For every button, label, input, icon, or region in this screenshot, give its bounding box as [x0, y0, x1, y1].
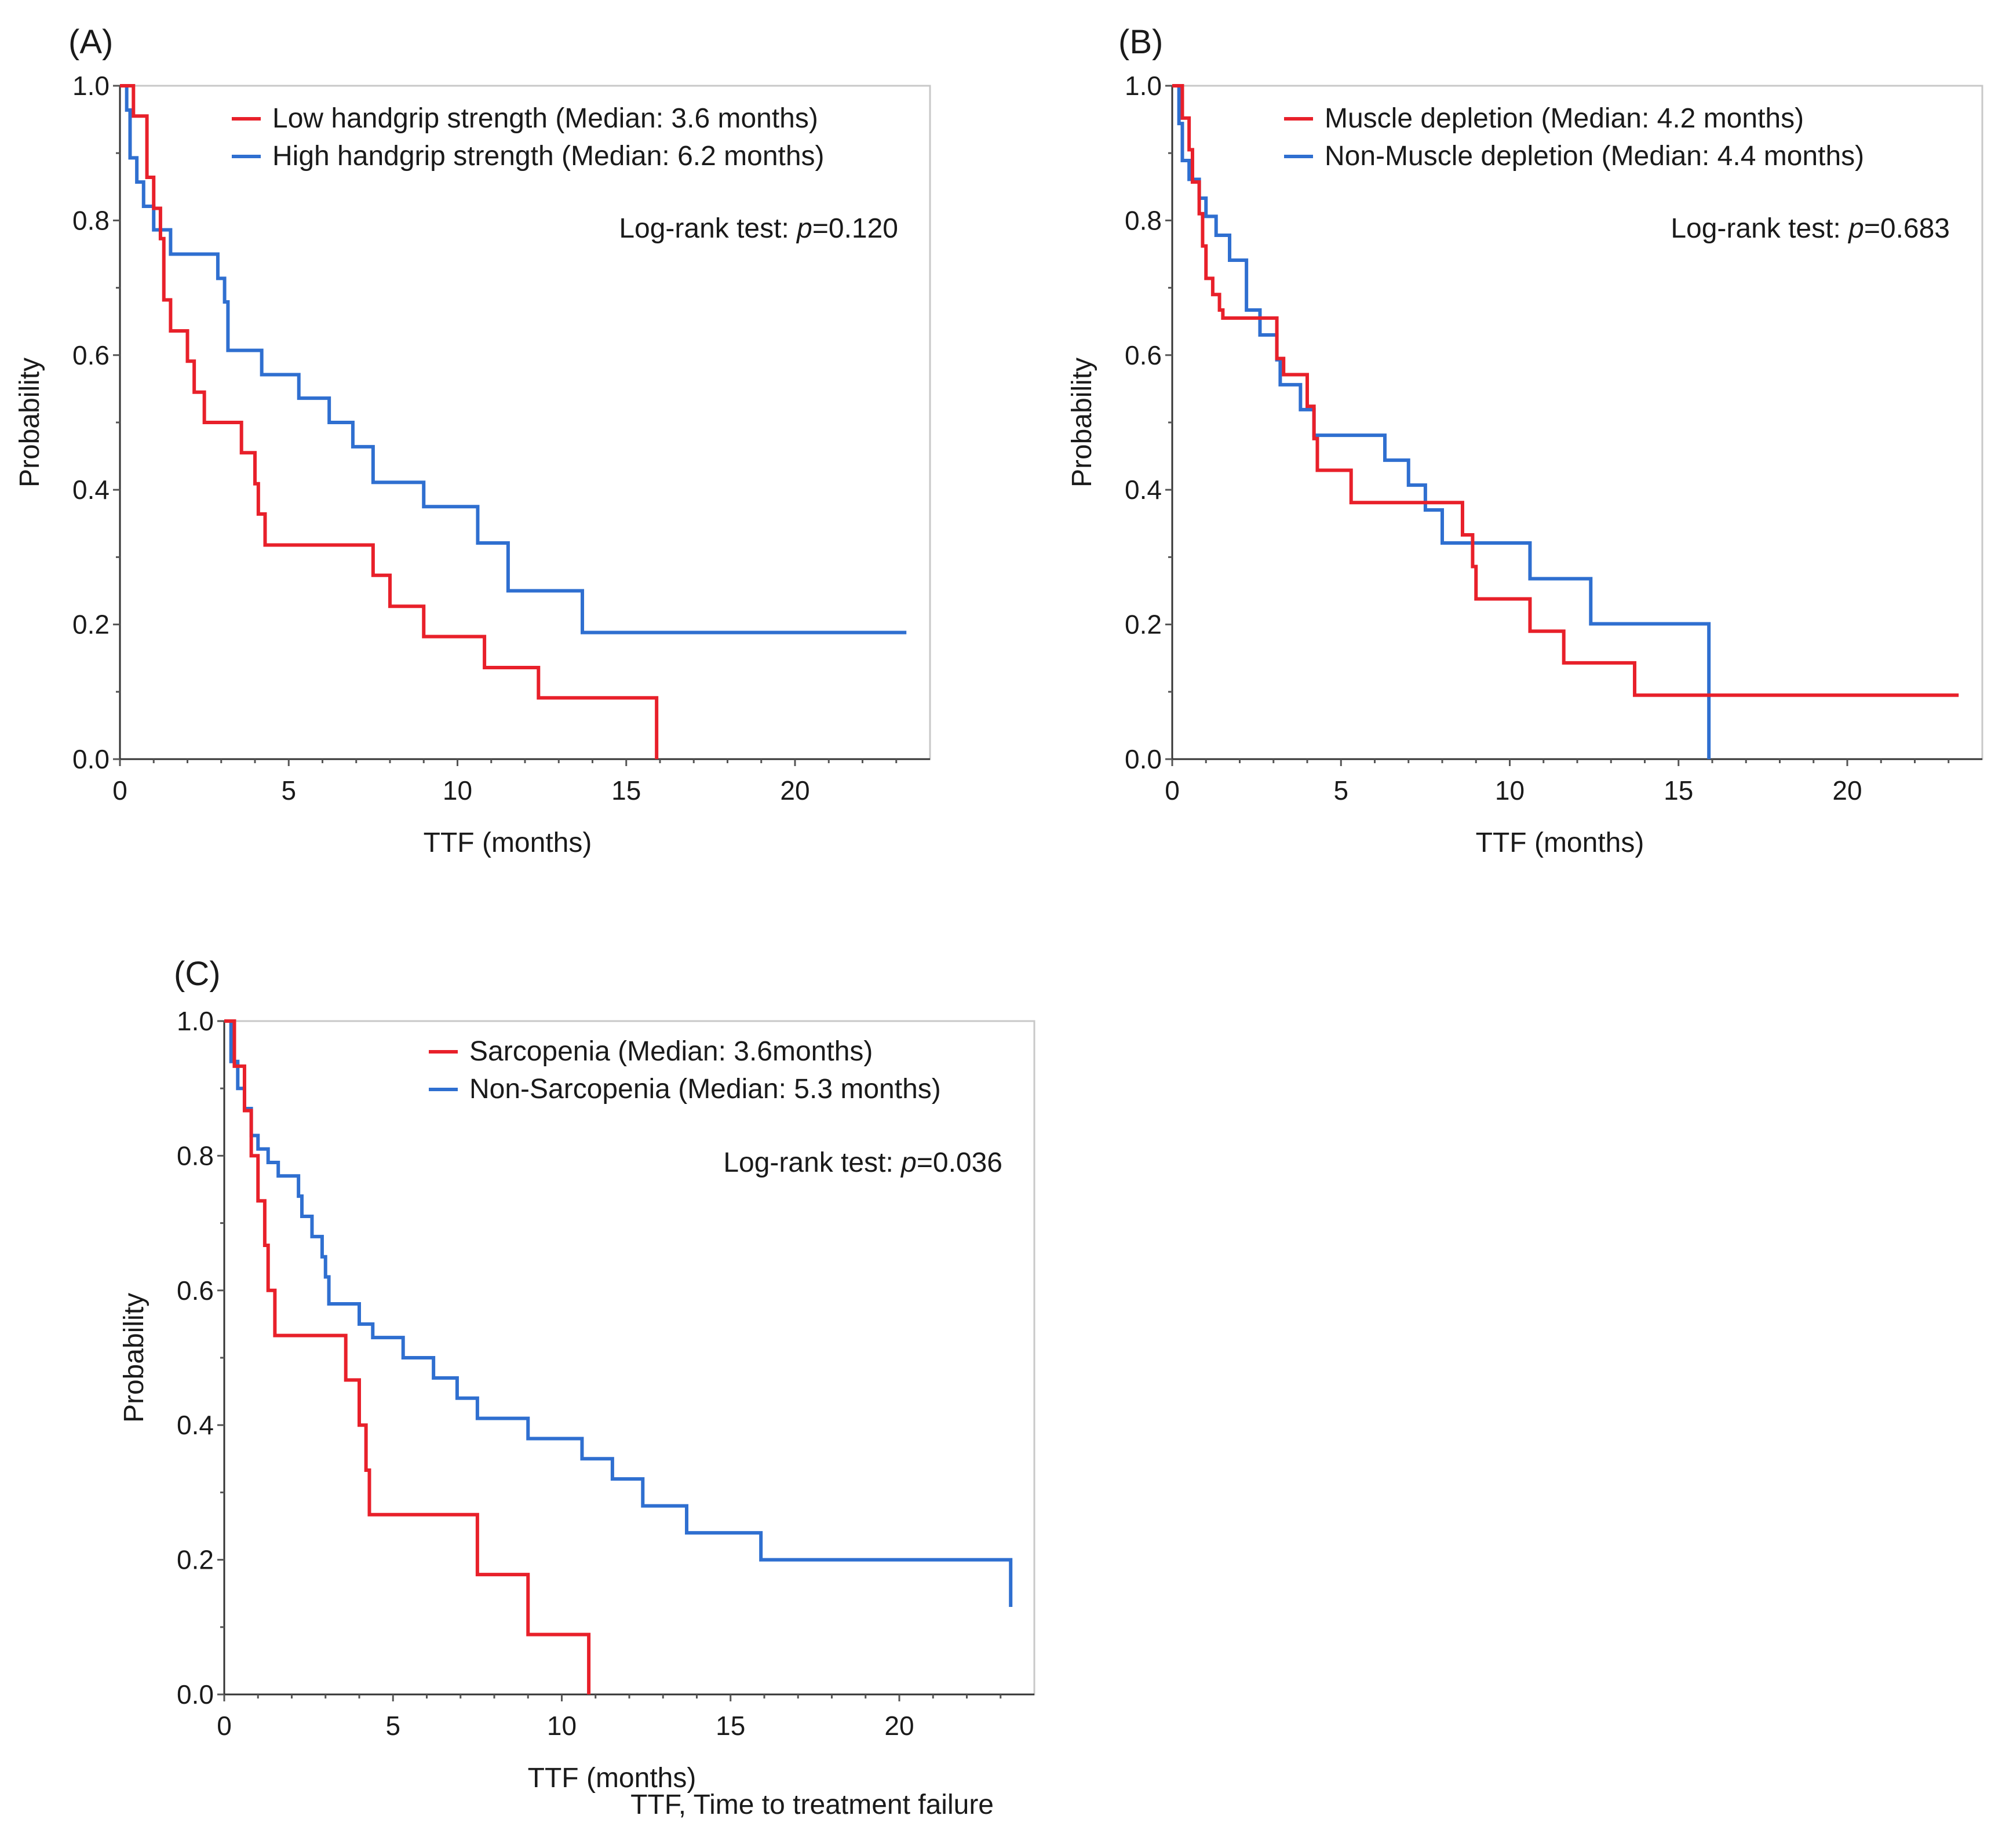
plot-frame	[1171, 85, 1983, 760]
y-tick-label: 0.8	[177, 1140, 214, 1171]
y-tick-label: 0.2	[72, 610, 110, 640]
legend-entry: Sarcopenia (Median: 3.6months)	[469, 1036, 873, 1067]
footnote: TTF, Time to treatment failure	[630, 1789, 994, 1820]
log-rank-prefix: Log-rank test:	[723, 1147, 901, 1178]
x-tick-label: 5	[385, 1711, 400, 1741]
y-tick-label: 1.0	[177, 1006, 214, 1036]
log-rank-annotation: Log-rank test: p=0.036	[723, 1147, 1002, 1178]
y-tick-label: 0.0	[72, 744, 110, 774]
y-tick-label: 0.4	[72, 475, 110, 505]
x-tick-label: 15	[611, 775, 641, 805]
y-tick-label: 0.6	[1125, 340, 1162, 370]
y-axis-title: Probability	[1067, 358, 1097, 487]
km-curve-high-handgrip-strength	[120, 84, 907, 635]
x-tick-label: 10	[547, 1711, 577, 1741]
y-tick-label: 0.2	[177, 1545, 214, 1575]
legend-entry: Non-Sarcopenia (Median: 5.3 months)	[469, 1074, 941, 1105]
x-tick-label: 5	[1333, 775, 1348, 805]
y-tick-label: 0.4	[177, 1410, 214, 1440]
panel-label: (C)	[174, 955, 221, 993]
log-rank-value: =0.683	[1864, 213, 1950, 244]
x-tick-label: 0	[217, 1711, 232, 1741]
y-axis-title: Probability	[119, 1293, 149, 1423]
legend-entry: Low handgrip strength (Median: 3.6 month…	[272, 103, 818, 134]
km-curve-low-handgrip-strength	[120, 84, 659, 759]
x-tick-label: 20	[780, 775, 809, 805]
y-tick-label: 0.8	[1125, 205, 1162, 235]
x-tick-label: 10	[1495, 775, 1525, 805]
x-tick-label: 0	[112, 775, 127, 805]
x-axis-title: TTF (months)	[424, 828, 592, 858]
y-tick-label: 0.0	[1125, 744, 1162, 774]
panel-b: (B) 0.0 0.2 0.4 0.6 0.8 1.0 0 5 10 15 20 TTF (months…	[1067, 23, 1983, 858]
log-rank-prefix: Log-rank test:	[619, 213, 797, 244]
x-tick-label: 5	[281, 775, 296, 805]
legend-entry: Non-Muscle depletion (Median: 4.4 months…	[1325, 141, 1864, 172]
km-curve-non-muscle-depletion	[1172, 84, 1711, 759]
km-curve-sarcopenia	[224, 1019, 591, 1694]
panel-label: (A)	[68, 23, 113, 61]
km-curve-non-sarcopenia	[224, 1019, 1013, 1607]
panel-c: (C) 0.0 0.2 0.4 0.6 0.8 1.0 0 5 10 15 20 TTF (months…	[119, 955, 1035, 1794]
log-rank-prefix: Log-rank test:	[1671, 213, 1848, 244]
panel-a: (A) 0.0 0.2 0.4 0.6 0.8 1.0 0 5 10 15 20 TTF (months…	[14, 23, 931, 858]
y-tick-label: 0.6	[72, 340, 110, 370]
log-rank-p: p	[1847, 213, 1864, 244]
y-tick-label: 0.8	[72, 205, 110, 235]
y-tick-label: 0.4	[1125, 475, 1162, 505]
log-rank-annotation: Log-rank test: p=0.120	[619, 213, 898, 244]
y-tick-label: 1.0	[1125, 71, 1162, 101]
legend-entry: High handgrip strength (Median: 6.2 mont…	[272, 141, 825, 172]
x-tick-label: 20	[884, 1711, 914, 1741]
x-tick-label: 10	[443, 775, 472, 805]
log-rank-annotation: Log-rank test: p=0.683	[1671, 213, 1950, 244]
y-tick-label: 0.0	[177, 1679, 214, 1710]
log-rank-p: p	[900, 1147, 917, 1178]
y-tick-label: 1.0	[72, 71, 110, 101]
y-axis-title: Probability	[14, 358, 45, 487]
x-tick-label: 15	[716, 1711, 745, 1741]
x-tick-label: 0	[1165, 775, 1180, 805]
log-rank-p: p	[796, 213, 812, 244]
x-tick-label: 20	[1832, 775, 1862, 805]
legend-entry: Muscle depletion (Median: 4.2 months)	[1325, 103, 1804, 134]
y-tick-label: 0.6	[177, 1275, 214, 1306]
km-curve-muscle-depletion	[1172, 84, 1959, 697]
log-rank-value: =0.120	[812, 213, 898, 244]
log-rank-value: =0.036	[917, 1147, 1002, 1178]
x-axis-title: TTF (months)	[1476, 828, 1644, 858]
y-tick-label: 0.2	[1125, 610, 1162, 640]
x-axis-title: TTF (months)	[528, 1763, 696, 1794]
panel-label: (B)	[1118, 23, 1163, 61]
x-tick-label: 15	[1664, 775, 1693, 805]
